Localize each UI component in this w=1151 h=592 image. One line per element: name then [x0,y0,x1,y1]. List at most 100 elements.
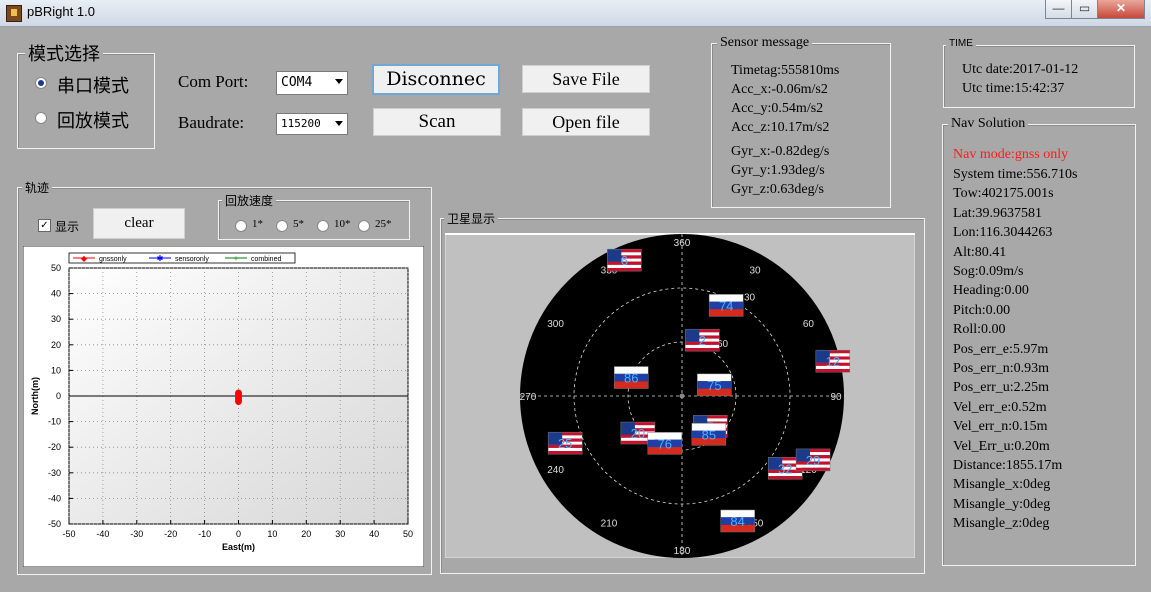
flag-stripe [815,353,850,357]
sensor-gyr-z: Gyr_z:0.63deg/s [731,182,824,197]
close-button[interactable]: ✕ [1097,0,1145,19]
flag-stripe [548,451,583,455]
us-flag-satellite: 6 [607,248,642,272]
sensor-gyr-x: Gyr_x:-0.82deg/s [731,144,830,159]
serial-mode-radio[interactable] [35,77,47,89]
flag-stripe [607,261,642,265]
elevation-label: 60 [717,339,729,350]
show-checkbox[interactable]: ✓ [38,219,51,232]
baudrate-select[interactable]: 115200 [276,113,348,135]
flag-stripe [796,455,831,459]
x-tick-label: -50 [62,529,75,539]
flag-band [614,366,649,374]
legend-marker-gnssonly: ◆ [81,254,88,263]
azimuth-label: 30 [749,266,761,277]
flag-stripe [607,258,642,262]
y-tick-label: -10 [48,417,61,427]
clear-button[interactable]: clear [93,208,185,239]
nav-value-line: Sog:0.09m/s [953,264,1024,279]
zenith-dot [679,393,685,399]
x-tick-label: -10 [198,529,211,539]
russia-flag-satellite: 86 [614,366,649,389]
scan-button[interactable]: Scan [373,108,501,136]
track-group-title: 轨迹 [22,179,53,196]
flag-canton [620,422,635,435]
flag-stripe [768,469,803,473]
maximize-button[interactable]: ▭ [1071,0,1098,19]
flag-border [697,373,732,397]
nav-value-line: Misangle_z:0deg [953,516,1050,532]
speed-radio-25[interactable] [358,220,370,232]
flag-stripe [796,464,831,468]
com-port-label: Com Port: [178,72,249,91]
azimuth-label: 90 [830,392,842,403]
com-port-select[interactable]: COM4 [276,71,348,95]
nav-value-line: Pos_err_e:5.97m [953,341,1049,357]
azimuth-label: 270 [520,392,537,403]
speed-radio-1[interactable] [235,220,247,232]
azimuth-label: 60 [803,319,815,330]
flag-band [647,447,682,455]
chevron-down-icon [335,121,343,126]
flag-band [614,373,649,382]
flag-band [709,294,744,302]
speed-label-10: 10* [334,218,351,230]
track-point [235,389,242,398]
flag-stripe [620,440,655,445]
playback-mode-radio[interactable] [35,112,47,124]
track-chart: -50 -40 -30 -20 -10 0 10 20 30 40 50 50 40 30 20 10 0 -10… [23,246,424,567]
flag-band [691,430,726,439]
flag-stripe [796,452,831,456]
flag-stripe [685,348,720,352]
flag-stripe [548,435,583,439]
flag-stripe [620,428,655,432]
flag-stripe [607,255,642,259]
satellite-prn: 6 [621,253,628,268]
y-tick-label: 30 [51,314,61,324]
flag-border [547,431,583,455]
flag-stripe [685,335,720,339]
time-title: TIME [946,38,976,49]
us-flag-satellite: 20 [620,421,656,445]
russia-flag-satellite: 84 [720,509,755,533]
flag-stripe [685,338,720,342]
speed-radio-10[interactable] [317,220,329,232]
russia-flag-satellite: 74 [708,294,744,317]
flag-stripe [815,350,850,354]
flag-stripe [693,418,728,422]
nav-value-line: Tow:402175.001s [953,186,1054,202]
flag-band [709,301,744,310]
nav-value-line: Lon:116.3044263 [953,225,1053,241]
flag-stripe [685,344,720,349]
satellite-group [440,218,925,574]
azimuth-label: 150 [747,518,764,529]
flag-border [647,432,683,455]
minimize-button[interactable]: — [1045,0,1072,19]
track-point [235,397,242,406]
utc-time: Utc time:15:42:37 [962,81,1065,96]
disconnect-button[interactable]: Disconnec [372,64,500,95]
us-flag-satellite: 12 [815,349,851,373]
flag-band [709,309,744,317]
flag-stripe [796,467,831,471]
legend-label-sensoronly: sensoronly [175,256,209,263]
flag-stripe [685,341,720,345]
chevron-down-icon [335,79,343,84]
utc-date: Utc date:2017-01-12 [962,62,1079,77]
flag-canton [607,249,622,262]
x-axis-label: East(m) [222,542,255,552]
flag-band [614,381,649,389]
save-file-button[interactable]: Save File [522,65,650,93]
flag-canton [815,350,830,363]
y-tick-label: -50 [48,519,61,529]
flag-stripe [548,441,583,445]
open-file-button[interactable]: Open file [522,108,650,136]
satellite-prn: 85 [702,427,716,442]
flag-band [720,524,755,532]
x-tick-label: 20 [301,529,311,539]
nav-value-line: Roll:0.00 [953,322,1006,338]
speed-radio-5[interactable] [276,220,288,232]
flag-band [691,423,726,431]
flag-border [708,294,744,317]
flag-stripe [620,422,655,426]
